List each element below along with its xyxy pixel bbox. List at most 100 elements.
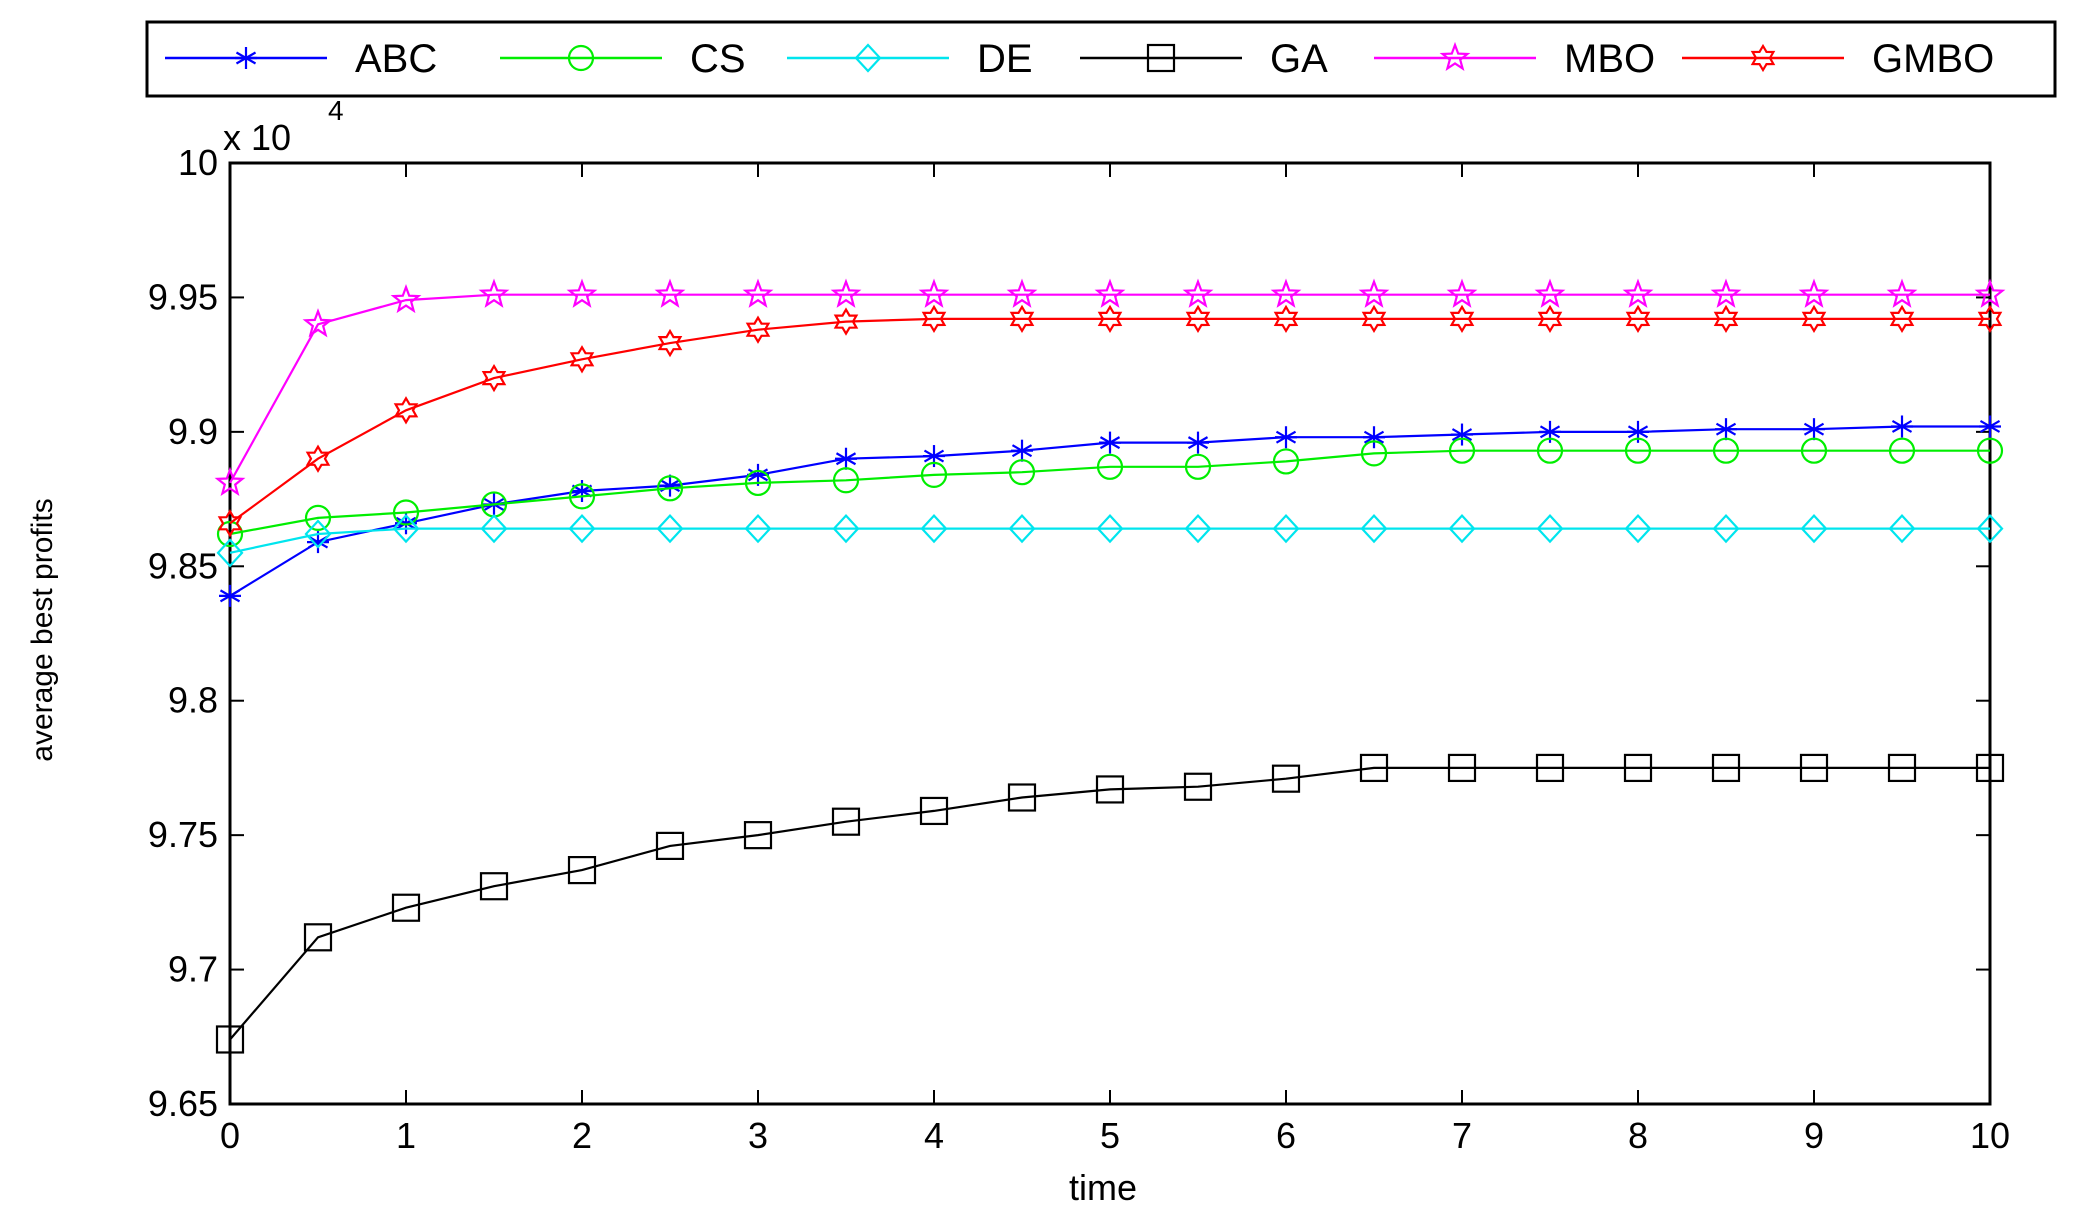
- data-point-mbo: [1270, 278, 1302, 308]
- legend-marker-ga: [1146, 43, 1176, 73]
- data-point-cs: [920, 461, 948, 488]
- data-point-de: [1360, 514, 1388, 544]
- data-point-mbo: [654, 278, 686, 308]
- x-tick-label: 8: [1628, 1115, 1648, 1156]
- data-point-ga: [1623, 753, 1653, 783]
- data-point-gmbo: [1009, 304, 1035, 334]
- data-point-abc: [835, 447, 857, 470]
- data-point-cs: [1536, 437, 1564, 464]
- data-point-mbo: [830, 278, 862, 308]
- y-exponent-power: 4: [328, 95, 344, 126]
- x-tick-label: 5: [1100, 1115, 1120, 1156]
- data-point-de: [1712, 514, 1740, 544]
- legend-label-mbo: MBO: [1564, 37, 1655, 81]
- data-point-ga: [1183, 772, 1213, 801]
- data-point-cs: [392, 499, 420, 526]
- data-point-mbo: [1358, 278, 1390, 308]
- data-point-ga: [1095, 775, 1125, 804]
- legend-label-cs: CS: [690, 37, 746, 81]
- data-point-gmbo: [921, 304, 947, 334]
- legend: ABC CS DE GA MBO GMBO: [165, 37, 1994, 81]
- data-point-abc: [747, 463, 769, 486]
- data-point-abc: [1979, 415, 2001, 438]
- data-point-de: [304, 519, 332, 549]
- data-point-gmbo: [393, 396, 419, 425]
- data-point-gmbo: [481, 363, 507, 393]
- data-point-mbo: [1798, 278, 1830, 308]
- series-line-cs: [229, 449, 1990, 536]
- data-point-mbo: [742, 278, 774, 308]
- data-point-abc: [1011, 439, 1033, 462]
- data-point-cs: [1272, 448, 1300, 475]
- data-point-gmbo: [1449, 304, 1475, 334]
- legend-entry-mbo: MBO: [1374, 37, 1655, 81]
- data-point-de: [1800, 514, 1828, 544]
- data-point-de: [1448, 514, 1476, 544]
- x-tick-label: 6: [1276, 1115, 1296, 1156]
- x-tick-label: 2: [572, 1115, 592, 1156]
- data-point-mbo: [1886, 278, 1918, 308]
- legend-marker-de: [854, 43, 882, 73]
- legend-entry-ga: GA: [1080, 37, 1328, 81]
- data-point-cs: [1800, 437, 1828, 464]
- data-point-gmbo: [569, 345, 595, 374]
- data-point-cs: [656, 475, 684, 502]
- data-point-de: [216, 538, 244, 568]
- legend-entry-cs: CS: [500, 37, 746, 81]
- data-point-gmbo: [305, 444, 331, 473]
- data-point-abc: [1363, 426, 1385, 449]
- x-tick-label: 9: [1804, 1115, 1824, 1156]
- series-line-ga: [229, 766, 1990, 1041]
- data-point-ga: [1447, 753, 1477, 783]
- y-tick-label: 9.75: [148, 814, 218, 855]
- data-point-ga: [1359, 753, 1389, 783]
- legend-marker-abc: [235, 47, 257, 69]
- legend-label-de: DE: [977, 37, 1033, 81]
- data-point-cs: [304, 504, 332, 531]
- data-point-cs: [1888, 437, 1916, 464]
- data-point-gmbo: [1625, 304, 1651, 334]
- data-point-de: [1096, 514, 1124, 544]
- x-tick-label: 4: [924, 1115, 944, 1156]
- data-point-ga: [479, 872, 509, 901]
- data-point-de: [920, 514, 948, 544]
- data-point-gmbo: [1273, 304, 1299, 334]
- y-tick-label: 9.95: [148, 276, 218, 317]
- data-point-de: [1008, 514, 1036, 544]
- data-point-gmbo: [217, 509, 243, 538]
- data-point-abc: [1715, 418, 1737, 441]
- legend-entry-abc: ABC: [165, 37, 437, 81]
- data-point-gmbo: [1097, 304, 1123, 334]
- data-point-ga: [391, 893, 421, 922]
- data-point-de: [1624, 514, 1652, 544]
- data-point-de: [744, 514, 772, 544]
- data-point-abc: [1275, 426, 1297, 449]
- data-point-abc: [1451, 423, 1473, 446]
- series-line-mbo: [229, 293, 1990, 484]
- x-tick-label: 10: [1970, 1115, 2010, 1156]
- data-point-ga: [1271, 764, 1301, 793]
- y-tick-label: 9.9: [168, 411, 218, 452]
- data-point-abc: [659, 474, 681, 497]
- data-point-gmbo: [1801, 304, 1827, 334]
- data-point-de: [392, 514, 420, 544]
- data-point-abc: [1803, 418, 1825, 441]
- data-point-ga: [1535, 753, 1565, 783]
- data-point-gmbo: [745, 315, 771, 344]
- data-point-mbo: [1182, 278, 1214, 308]
- data-point-ga: [743, 821, 773, 850]
- x-tick-label: 1: [396, 1115, 416, 1156]
- data-point-mbo: [214, 466, 246, 497]
- data-point-de: [1184, 514, 1212, 544]
- data-point-cs: [1448, 437, 1476, 464]
- data-point-mbo: [1006, 278, 1038, 308]
- data-point-de: [832, 514, 860, 544]
- data-point-mbo: [390, 283, 422, 314]
- data-point-cs: [832, 467, 860, 494]
- data-point-ga: [919, 796, 949, 826]
- data-point-gmbo: [1361, 304, 1387, 334]
- data-point-abc: [219, 584, 241, 607]
- data-point-mbo: [1094, 278, 1126, 308]
- series-line-de: [229, 527, 1990, 554]
